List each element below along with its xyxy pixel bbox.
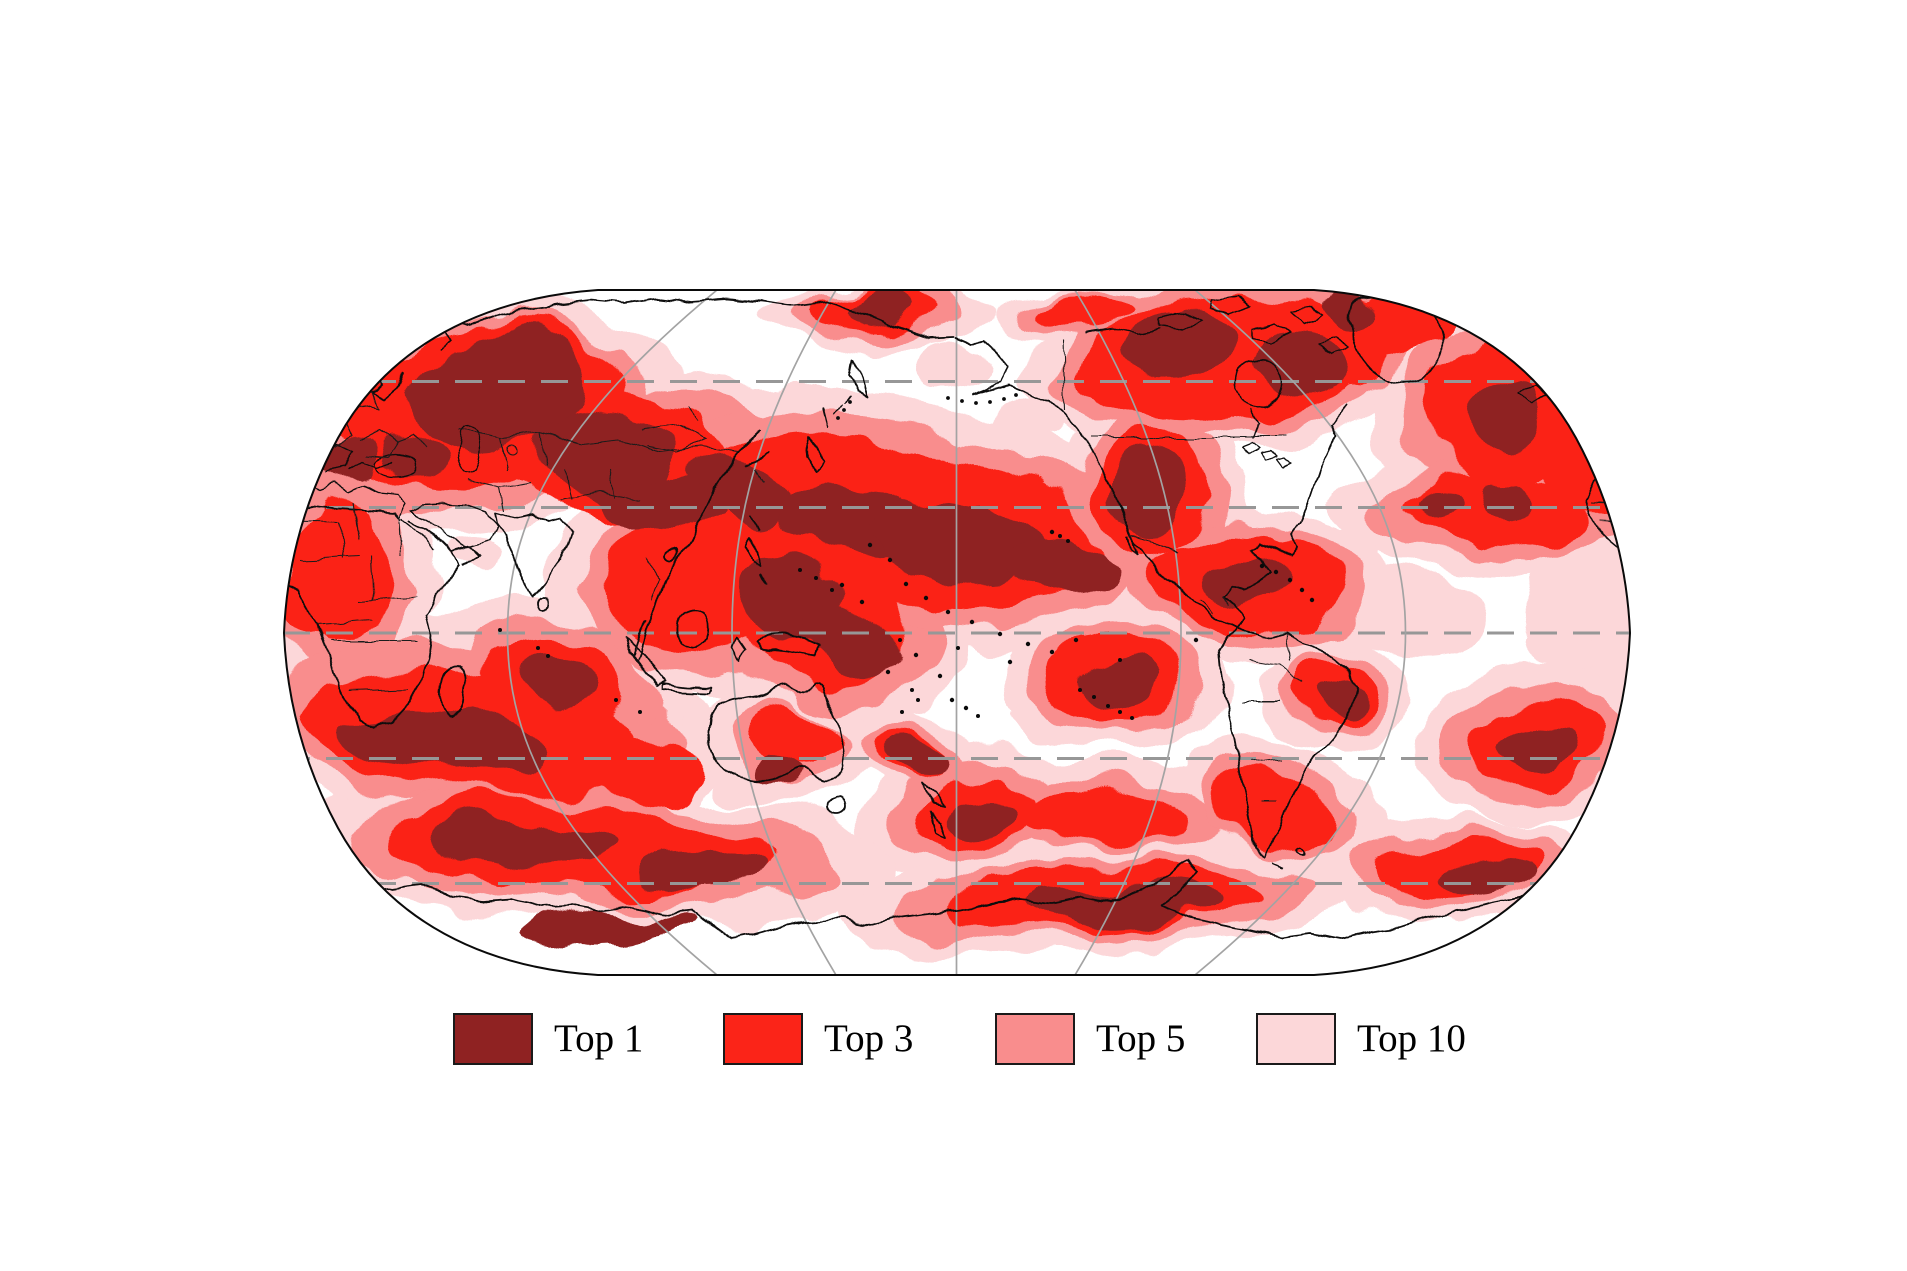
contour-region-top3 [1016,795,1192,841]
contour-region-top1 [1000,537,1116,595]
legend-swatch-top1 [453,1013,533,1065]
contour-region-top1 [846,299,914,325]
contour-region-top1 [1028,885,1212,927]
legend-item-top10: Top 10 [1256,1012,1466,1066]
borders-asia [459,405,765,601]
contour-region-top1 [428,821,612,871]
map-outline [282,289,1632,976]
coast-australia [707,684,847,815]
coast-hudson-bay [1235,360,1283,439]
borders-north-america [1061,340,1288,613]
coast-south-america [1218,626,1358,867]
coast-japan-kamchatka [805,359,868,471]
coast-canadian-arctic [1085,295,1349,356]
contour-region-top3 [1024,298,1128,328]
legend-label-top3: Top 3 [824,1017,914,1060]
legend-item-top1: Top 1 [453,1012,643,1066]
contour-region-top1 [1078,657,1162,707]
coast-east-asia [631,429,771,663]
coast-indonesia [624,537,821,694]
legend-item-top5: Top 5 [995,1012,1185,1066]
coast-great-lakes [1241,441,1292,468]
contour-region-top10 [1541,630,1609,670]
contour-region-top1 [1571,310,1621,350]
contour-region-top1 [1477,490,1533,520]
graticule [284,290,1630,975]
contour-region-top3 [580,738,700,802]
contour-region-top1 [798,605,906,675]
contour-region-top1 [938,792,1018,840]
contour-region-top1 [607,478,717,532]
legend-label-top1: Top 1 [554,1017,644,1060]
contour-region-top1 [1462,382,1548,454]
contour-region-top1 [1444,863,1536,897]
contour-region-top10 [920,343,1000,387]
contour-region-top1 [1312,679,1364,713]
island-dots [498,393,1315,720]
contour-region-top3 [1216,765,1340,851]
contour-region-top1 [1196,555,1300,599]
meridian-lines [506,290,1407,975]
contour-region-top1 [1495,718,1575,768]
borders-south-america [1241,632,1302,802]
legend-label-top5: Top 5 [1096,1017,1186,1060]
legend-swatch-top3 [723,1013,803,1065]
contour-region-top1 [756,754,808,782]
contour-region-top1 [408,335,592,449]
contour-region-top10 [996,400,1064,440]
borders-africa [284,502,419,692]
coast-antarctica [331,858,1613,940]
country-borders [284,340,1630,802]
contour-region-top1 [1126,310,1238,370]
contour-region-top1 [640,852,760,892]
contour-region-top1 [289,314,347,356]
legend-label-top10: Top 10 [1357,1017,1466,1060]
contour-region-top1 [511,648,601,708]
legend-swatch-top5 [995,1013,1075,1065]
coast-india [494,511,573,611]
contour-region-top3 [290,580,370,640]
coast-north-america [953,337,1348,628]
contour-region-top1 [1252,337,1344,387]
contour-region-top1 [1415,496,1459,520]
legend-item-top3: Top 3 [723,1012,913,1066]
contour-region-top3 [1540,419,1630,511]
contour-region-top1 [1326,301,1378,327]
contour-region-top1 [1116,451,1184,529]
coast-madagascar [440,665,466,719]
contour-region-top1 [518,913,682,947]
contour-region-top3 [755,707,845,763]
contour-region-top3 [284,296,377,368]
coast-middle-east [397,493,499,549]
contour-region-top1 [877,735,949,779]
contour-region-top5 [284,290,391,378]
legend-swatch-top10 [1256,1013,1336,1065]
contour-region-top10 [449,539,501,571]
map-interior [284,290,1630,975]
coast-new-zealand [923,783,948,839]
